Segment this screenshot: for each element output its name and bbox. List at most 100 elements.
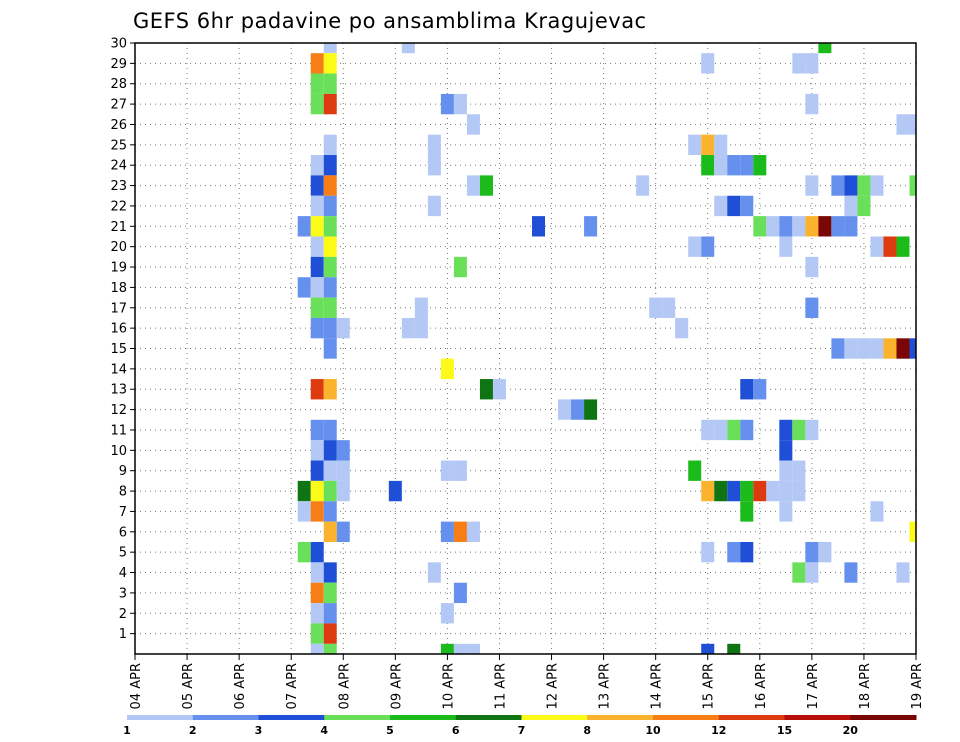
- heatmap-cell: [323, 419, 337, 441]
- heatmap-cell: [323, 134, 337, 156]
- heatmap-cell: [310, 419, 324, 441]
- heatmap-cell: [701, 53, 715, 74]
- x-tick-label: 15 APR: [702, 663, 717, 709]
- heatmap-cell: [740, 419, 754, 441]
- y-tick-label: 24: [110, 159, 127, 174]
- heatmap-cell: [909, 521, 916, 542]
- heatmap-cell: [310, 256, 324, 278]
- heatmap-cell: [883, 338, 897, 359]
- colorbar-legend: 1 2 3 4 5 6 7 8 10 12 15 20: [123, 715, 917, 737]
- heatmap-cell: [440, 521, 454, 542]
- heatmap-cell: [701, 541, 715, 563]
- heatmap-cell: [688, 236, 702, 257]
- y-tick-label: 14: [110, 362, 127, 377]
- heatmap-cell: [753, 379, 767, 400]
- heatmap-cell: [701, 155, 715, 176]
- x-tick-label: 10 APR: [441, 663, 456, 709]
- y-tick-label: 23: [110, 179, 127, 194]
- heatmap-cell: [805, 297, 819, 318]
- colorbar-swatch: [521, 715, 588, 720]
- x-tick-label: 11 APR: [493, 663, 508, 709]
- heatmap-cell: [453, 521, 467, 542]
- heatmap-cell: [310, 73, 324, 94]
- heatmap-cell: [440, 93, 454, 115]
- heatmap-cell: [831, 175, 845, 196]
- heatmap-cell: [701, 236, 715, 257]
- colorbar-swatch: [455, 715, 522, 720]
- y-tick-label: 5: [119, 546, 127, 561]
- colorbar-tick-label: 20: [843, 724, 859, 737]
- heatmap-cell: [805, 216, 819, 237]
- heatmap-cell: [310, 501, 324, 522]
- colorbar-tick-label: 7: [518, 724, 526, 737]
- heatmap-cell: [870, 338, 884, 359]
- heatmap-cell: [740, 155, 754, 176]
- colorbar-swatch: [653, 715, 720, 720]
- heatmap-cell: [323, 277, 337, 298]
- heatmap-cell: [323, 195, 337, 217]
- heatmap-cell: [909, 175, 916, 196]
- y-tick-label: 8: [119, 485, 127, 500]
- heatmap-cell: [336, 440, 350, 461]
- heatmap-cell: [297, 480, 311, 502]
- heatmap-cell: [883, 236, 897, 257]
- heatmap-cell: [805, 562, 819, 583]
- heatmap-cell: [818, 43, 832, 54]
- heatmap-cell: [323, 643, 337, 654]
- heatmap-cell: [427, 155, 441, 176]
- heatmap-cell: [310, 195, 324, 217]
- heatmap-cell: [831, 338, 845, 359]
- heatmap-cell: [336, 460, 350, 481]
- heatmap-cell: [753, 216, 767, 237]
- y-tick-label: 3: [119, 586, 127, 601]
- y-tick-label: 1: [119, 627, 127, 642]
- heatmap-cell: [297, 277, 311, 298]
- heatmap-cell: [310, 93, 324, 115]
- heatmap-cell: [896, 562, 910, 583]
- colorbar-tick-label: 15: [777, 724, 792, 737]
- heatmap-cell: [779, 440, 793, 461]
- heatmap-cell: [688, 460, 702, 481]
- x-tick-label: 19 APR: [910, 663, 925, 709]
- heatmap-cell: [323, 480, 337, 502]
- heatmap-cell: [466, 175, 480, 196]
- heatmap-cell: [792, 53, 806, 74]
- y-axis-ticks: 1234567891011121314151617181920212223242…: [110, 37, 135, 642]
- colorbar-swatch: [718, 715, 785, 720]
- heatmap-cell: [532, 216, 546, 237]
- y-tick-label: 2: [119, 607, 127, 622]
- heatmap-cell: [584, 399, 598, 420]
- heatmap-cell: [792, 460, 806, 481]
- heatmap-cell: [297, 501, 311, 522]
- colorbar-tick-label: 3: [255, 724, 263, 737]
- heatmap-cell: [336, 521, 350, 542]
- heatmap-cell: [310, 317, 324, 339]
- heatmap-cell: [323, 216, 337, 237]
- heatmap-cell: [453, 460, 467, 481]
- heatmap-cell: [909, 338, 916, 359]
- heatmap-cell: [323, 93, 337, 115]
- heatmap-cell: [727, 480, 741, 502]
- y-tick-label: 9: [119, 464, 127, 479]
- heatmap-cell: [766, 480, 780, 502]
- x-tick-label: 05 APR: [181, 663, 196, 709]
- heatmap-cell: [727, 419, 741, 441]
- heatmap-cell: [310, 480, 324, 502]
- heatmap-cell: [909, 114, 916, 135]
- x-tick-label: 12 APR: [546, 663, 561, 709]
- heatmap-cell: [792, 216, 806, 237]
- heatmap-cell: [323, 460, 337, 481]
- heatmap-cell: [805, 53, 819, 74]
- colorbar-swatch: [784, 715, 851, 720]
- colorbar-tick-label: 4: [320, 724, 328, 737]
- heatmap-cell: [844, 175, 858, 196]
- x-tick-label: 07 APR: [285, 663, 300, 709]
- y-tick-label: 16: [110, 322, 127, 337]
- heatmap-cell: [310, 623, 324, 644]
- heatmap-cell: [427, 134, 441, 156]
- heatmap-cell: [740, 480, 754, 502]
- y-tick-label: 15: [110, 342, 127, 357]
- heatmap-cell: [727, 195, 741, 217]
- heatmap-cell: [753, 480, 767, 502]
- heatmap-cell: [401, 43, 415, 54]
